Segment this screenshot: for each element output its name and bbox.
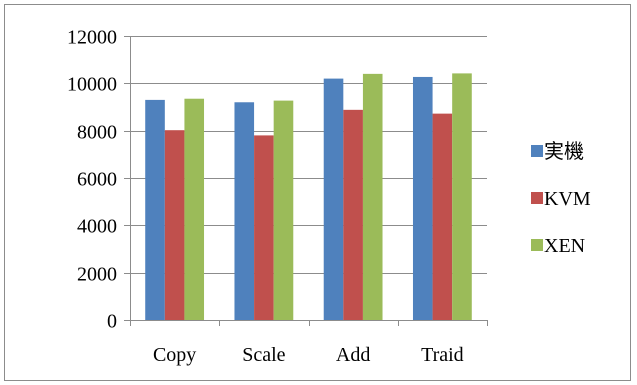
chart-area (4, 4, 631, 381)
legend-label: 実機 (544, 140, 584, 163)
bar-実機-Add (323, 78, 344, 320)
y-tick-label: 10000 (67, 74, 117, 96)
x-tick-label: Add (336, 344, 370, 366)
y-tick-label: 2000 (77, 264, 117, 286)
bar-KVM-Scale (254, 135, 274, 320)
legend-swatch (531, 192, 543, 204)
bar-KVM-Copy (164, 130, 185, 320)
legend-swatch (531, 239, 543, 251)
bar-KVM-Add (343, 109, 363, 320)
axes: 0 2000 4000 6000 8000 10000 12000 Copy Scale Add T… (67, 27, 488, 366)
x-tick-label: Copy (153, 344, 196, 366)
bar-XEN-Copy (184, 98, 205, 320)
legend-label: XEN (544, 235, 585, 257)
bar-XEN-Traid (452, 73, 472, 320)
bar-XEN-Scale (273, 100, 294, 320)
y-tick-label: 12000 (67, 27, 117, 49)
bar-実機-Scale (234, 102, 255, 321)
y-tick-label: 0 (107, 311, 117, 333)
bars (145, 73, 472, 321)
x-tick-label: Traid (421, 344, 464, 366)
legend-label: KVM (544, 188, 591, 210)
legend-swatch (531, 145, 543, 157)
y-tick-label: 4000 (77, 216, 117, 238)
y-tick-label: 6000 (77, 169, 117, 191)
bar-KVM-Traid (432, 113, 453, 320)
bar-実機-Copy (145, 99, 165, 321)
bar-XEN-Add (362, 73, 383, 320)
legend: 実機 KVM XEN (531, 140, 591, 257)
y-tick-label: 8000 (77, 122, 117, 144)
x-tick-label: Scale (242, 344, 285, 366)
bar-実機-Traid (412, 76, 433, 321)
